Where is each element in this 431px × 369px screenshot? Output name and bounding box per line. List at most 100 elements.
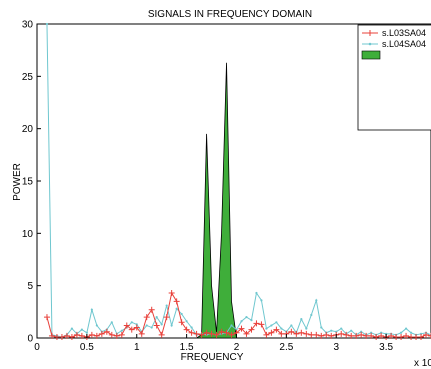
data-point-s-l03sa04 (198, 331, 205, 338)
data-point-s-l03sa04 (158, 331, 165, 338)
data-point-s-l03sa04 (178, 319, 185, 326)
data-point-s-l03sa04 (403, 332, 410, 339)
data-point-s-l03sa04 (248, 326, 255, 333)
x-axis-exponent-label: x 10 (414, 358, 431, 369)
data-point-s-l03sa04 (168, 289, 175, 296)
data-point-s-l04sa04 (340, 327, 343, 330)
data-point-s-l04sa04 (380, 331, 383, 334)
data-point-s-l03sa04 (303, 330, 310, 337)
data-point-s-l03sa04 (78, 332, 85, 339)
data-point-s-l04sa04 (145, 324, 148, 327)
y-axis-ticks: 0 5 10 15 20 25 30 (22, 20, 41, 345)
data-point-s-l03sa04 (203, 329, 210, 336)
data-point-s-l04sa04 (404, 327, 408, 330)
data-point-s-l03sa04 (373, 333, 380, 340)
data-point-s-l04sa04 (155, 315, 158, 319)
data-point-s-l03sa04 (188, 329, 195, 336)
data-point-s-l04sa04 (120, 329, 123, 332)
data-point-s-l03sa04 (183, 326, 190, 333)
data-point-s-l04sa04 (399, 331, 403, 334)
data-point-s-l03sa04 (293, 330, 300, 337)
x-tick-label: 0.5 (80, 342, 94, 353)
data-point-s-l04sa04 (275, 321, 278, 324)
legend: s.L03SA04 s.L04SA04 (357, 24, 431, 131)
data-point-s-l04sa04 (135, 323, 138, 326)
y-tick-label: 30 (22, 20, 34, 31)
data-point-s-l04sa04 (280, 327, 283, 330)
data-point-s-l04sa04 (175, 307, 178, 310)
data-point-s-l03sa04 (268, 329, 275, 336)
data-point-s-l03sa04 (133, 324, 140, 331)
data-point-s-l04sa04 (409, 331, 413, 334)
data-point-s-l04sa04 (240, 320, 243, 323)
data-point-s-l04sa04 (265, 327, 268, 330)
data-point-s-l04sa04 (385, 332, 388, 335)
data-point-s-l03sa04 (48, 332, 55, 339)
data-point-s-l03sa04 (288, 328, 295, 335)
data-point-s-l03sa04 (313, 331, 320, 338)
data-point-s-l03sa04 (388, 332, 395, 339)
data-point-s-l03sa04 (118, 331, 125, 338)
data-point-s-l03sa04 (128, 326, 135, 333)
data-point-s-l03sa04 (63, 332, 70, 339)
data-point-s-l03sa04 (258, 321, 265, 328)
data-point-s-l03sa04 (73, 331, 80, 338)
data-point-s-l03sa04 (103, 328, 110, 335)
data-point-s-l03sa04 (298, 329, 305, 336)
data-point-s-l04sa04 (270, 324, 273, 327)
data-point-s-l04sa04 (305, 327, 308, 330)
data-point-s-l03sa04 (378, 332, 385, 339)
data-point-s-l04sa04 (315, 299, 318, 302)
y-tick-label: 0 (27, 334, 33, 345)
data-point-s-l04sa04 (185, 320, 188, 323)
data-point-s-l04sa04 (330, 329, 333, 332)
data-point-s-l04sa04 (419, 332, 423, 335)
data-point-s-l03sa04 (428, 332, 431, 339)
data-point-s-l03sa04 (343, 331, 350, 338)
data-point-s-l03sa04 (93, 332, 100, 339)
data-point-s-l04sa04 (230, 324, 233, 327)
data-point-s-l04sa04 (370, 331, 373, 334)
data-point-s-l03sa04 (368, 332, 375, 339)
data-point-s-l04sa04 (320, 326, 323, 329)
data-point-s-l03sa04 (318, 332, 325, 339)
data-point-s-l04sa04 (85, 331, 88, 334)
data-point-s-l03sa04 (238, 325, 245, 332)
data-point-s-l03sa04 (253, 320, 260, 327)
data-point-s-l04sa04 (290, 324, 293, 327)
data-point-s-l03sa04 (173, 298, 180, 305)
legend-swatch-red-marker (367, 30, 373, 36)
x-tick-label: 2 (234, 342, 240, 353)
data-point-s-l03sa04 (273, 326, 280, 333)
x-tick-label: 1.5 (180, 342, 194, 353)
legend-label-series-1: s.L03SA04 (382, 28, 426, 38)
data-point-s-l03sa04 (228, 331, 235, 338)
series-layer (43, 22, 431, 340)
x-tick-label: 2.5 (279, 342, 293, 353)
data-point-s-l03sa04 (263, 331, 270, 338)
data-point-s-l03sa04 (208, 330, 215, 337)
data-point-s-l03sa04 (138, 330, 145, 337)
data-point-s-l03sa04 (163, 314, 170, 321)
data-point-s-l03sa04 (148, 306, 155, 313)
data-point-s-l04sa04 (180, 312, 183, 316)
data-point-s-l03sa04 (108, 331, 115, 338)
legend-swatch-green-fill (361, 50, 381, 60)
data-point-s-l03sa04 (88, 331, 95, 338)
data-point-s-l04sa04 (335, 330, 338, 333)
y-tick-label: 25 (22, 72, 34, 83)
data-point-s-l03sa04 (358, 331, 365, 338)
chart-title: SIGNALS IN FREQUENCY DOMAIN (148, 9, 312, 20)
data-point-s-l04sa04 (300, 318, 303, 321)
data-point-s-l03sa04 (43, 314, 50, 321)
data-point-s-l03sa04 (143, 314, 150, 321)
data-point-s-l03sa04 (338, 330, 345, 337)
data-point-s-l04sa04 (250, 319, 253, 322)
data-point-s-l03sa04 (423, 331, 430, 338)
data-point-s-l03sa04 (328, 332, 335, 339)
legend-swatch-cyan-marker (368, 42, 372, 46)
data-point-s-l03sa04 (418, 333, 425, 340)
y-axis-label: POWER (12, 163, 23, 201)
data-point-s-l04sa04 (80, 328, 83, 331)
data-point-s-l03sa04 (218, 328, 225, 335)
